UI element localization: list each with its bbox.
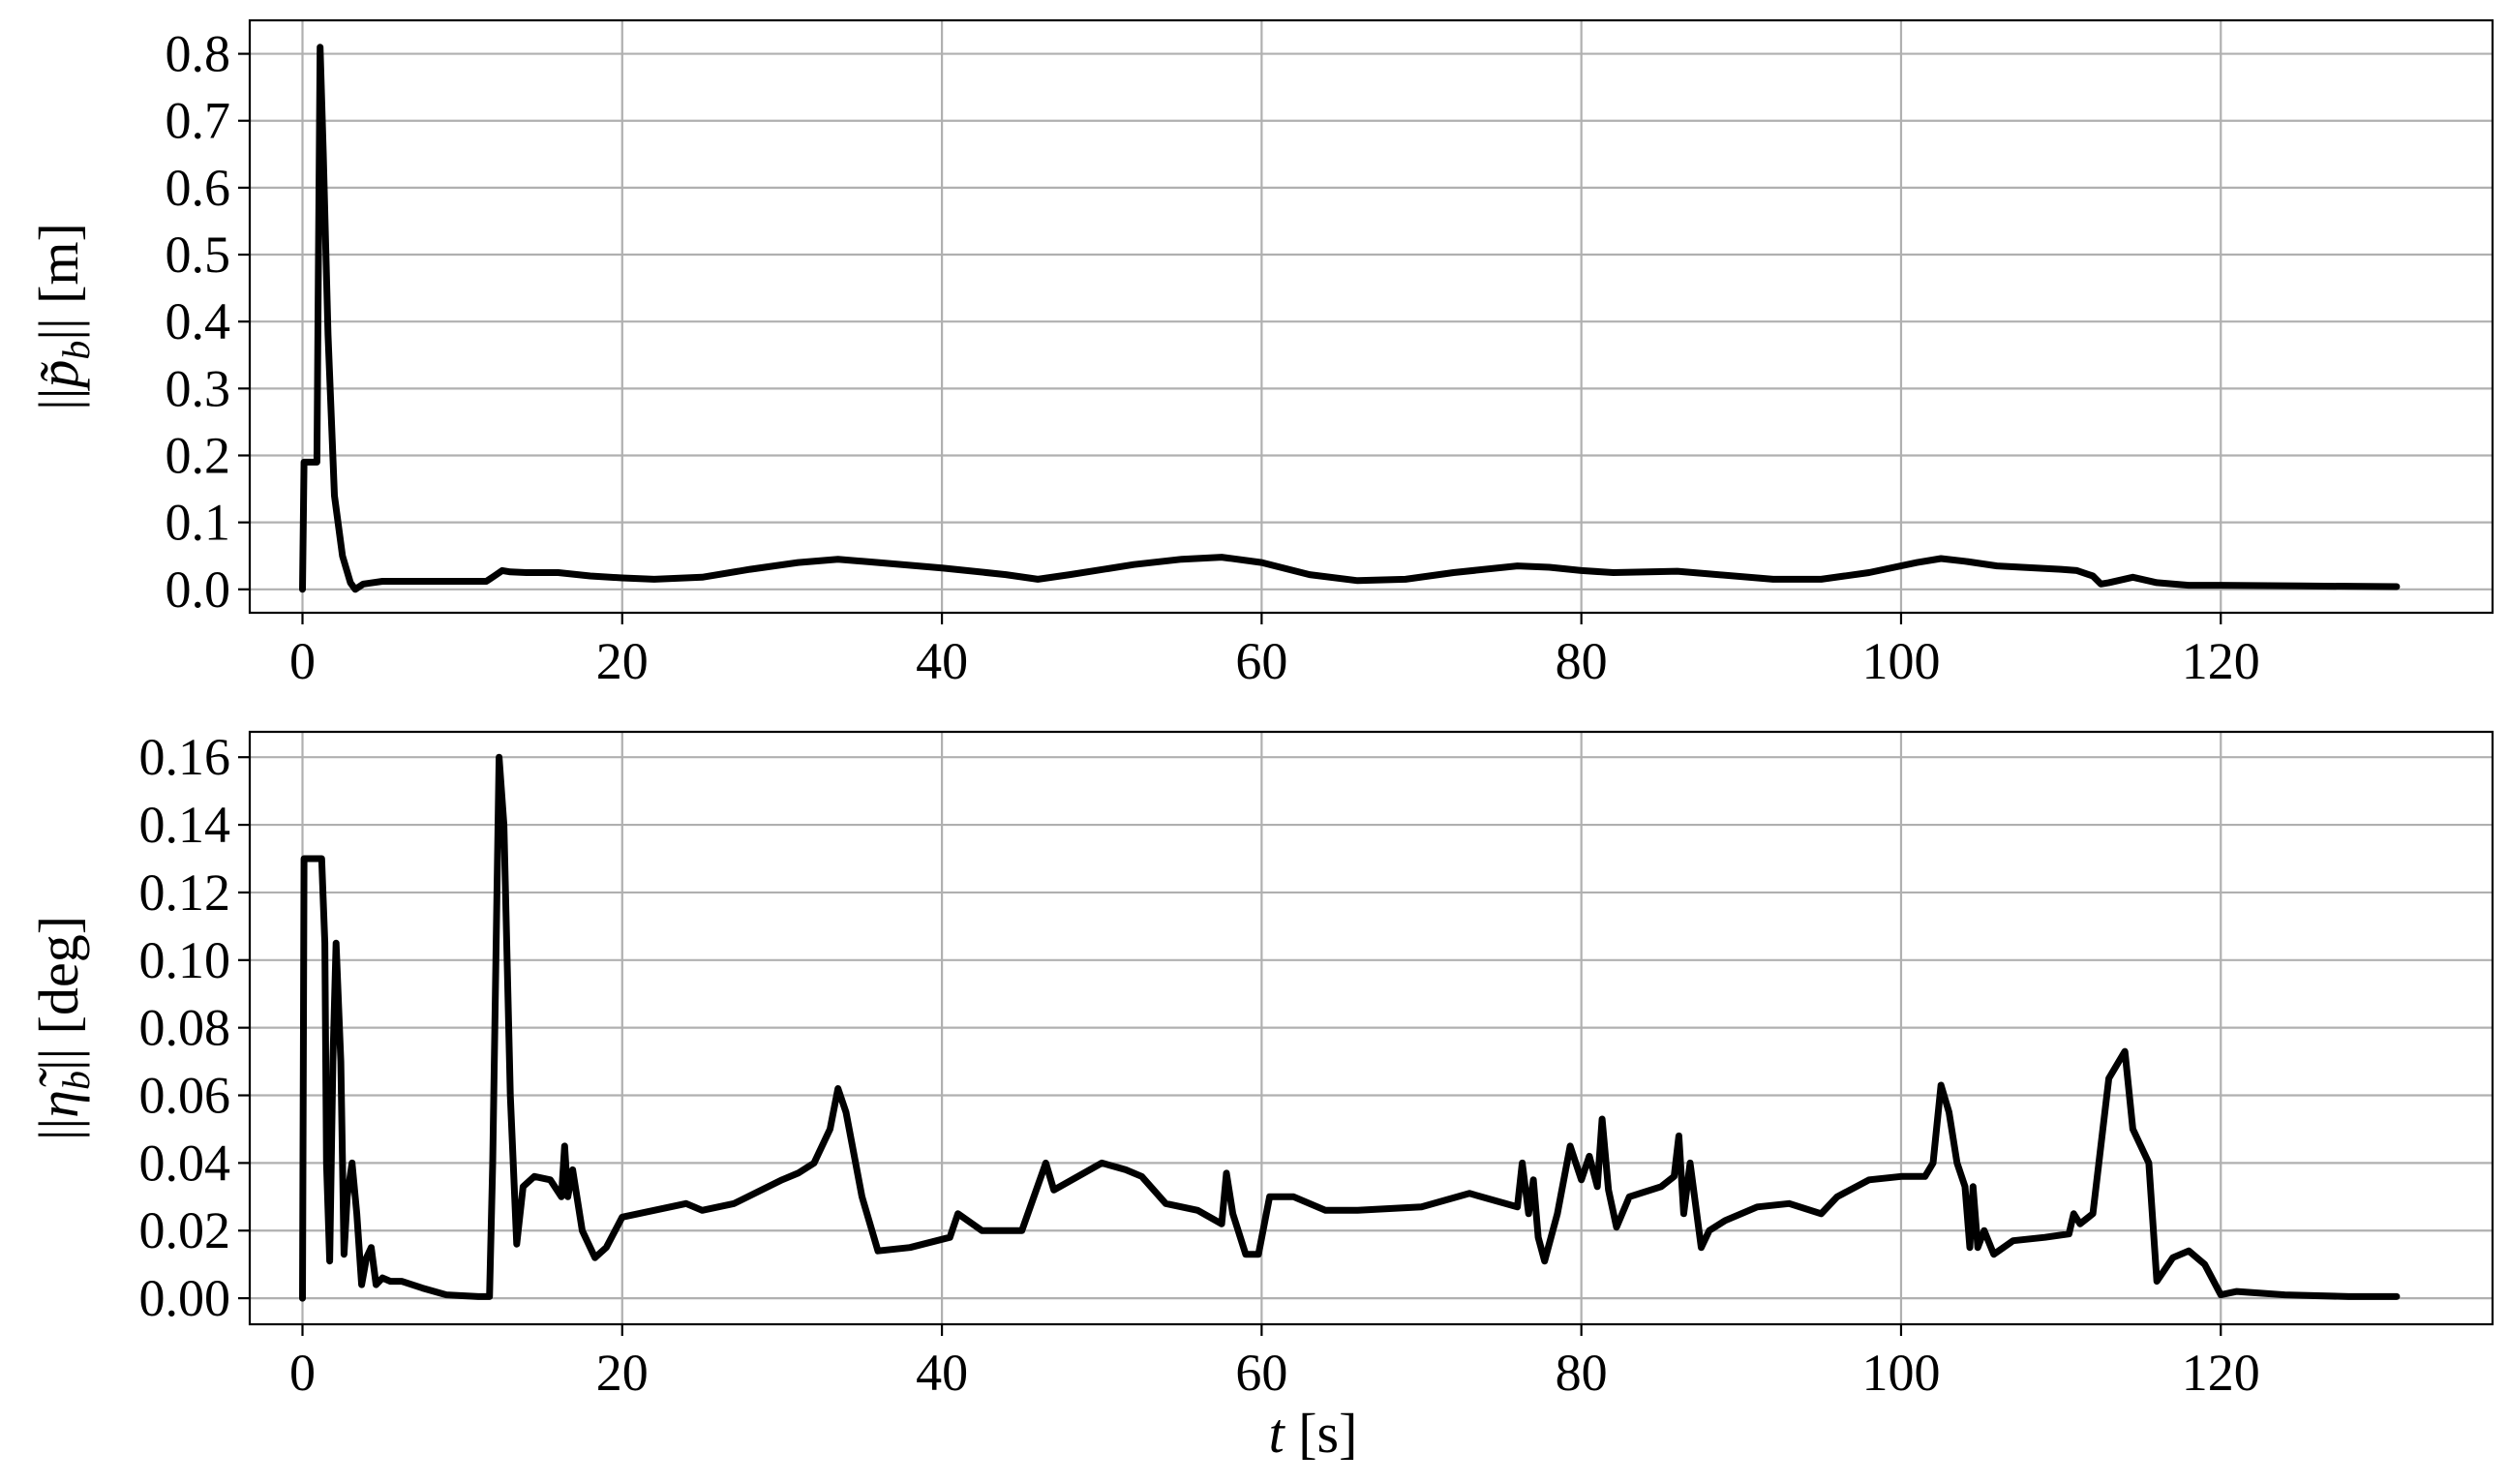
bottom-x-tick-label: 100 xyxy=(1861,1344,1940,1402)
bottom-series-line xyxy=(299,753,2401,1302)
bottom-plot-frame xyxy=(248,730,2494,1326)
bottom-x-tick-label: 20 xyxy=(596,1344,649,1402)
bottom-y-tick-label: 0.10 xyxy=(139,931,231,989)
top-x-tick-label: 60 xyxy=(1235,632,1287,690)
top-y-tick-label: 0.6 xyxy=(166,159,231,217)
bottom-y-tick-label: 0.00 xyxy=(139,1269,231,1327)
bottom-gridlines xyxy=(250,732,2493,1324)
bottom-x-tick-label: 80 xyxy=(1556,1344,1608,1402)
top-y-tick-label: 0.5 xyxy=(166,226,231,284)
bottom-y-axis-label: ||η̃b|| [deg] xyxy=(27,916,98,1140)
top-series-line xyxy=(299,44,2401,593)
bottom-chart-panel: 0 20 40 60 80 100 120 0.00 0.02 0.04 0.06 0.08 0.10… xyxy=(27,728,2494,1465)
top-x-tick-labels: 0 20 40 60 80 100 120 xyxy=(289,632,2260,690)
top-y-tick-label: 0.1 xyxy=(166,494,231,552)
top-tick-marks xyxy=(238,52,2222,624)
bottom-x-tick-label: 40 xyxy=(916,1344,968,1402)
bottom-x-tick-label: 60 xyxy=(1235,1344,1287,1402)
top-x-tick-label: 80 xyxy=(1556,632,1608,690)
bottom-y-tick-label: 0.16 xyxy=(139,728,231,786)
top-x-tick-label: 120 xyxy=(2182,632,2260,690)
bottom-y-tick-label: 0.08 xyxy=(139,999,231,1057)
bottom-x-tick-label: 0 xyxy=(289,1344,316,1402)
top-y-tick-label: 0.2 xyxy=(166,426,231,484)
top-y-tick-label: 0.0 xyxy=(166,560,231,619)
bottom-x-axis-label: t [s] xyxy=(1269,1402,1358,1465)
top-y-tick-labels: 0.0 0.1 0.2 0.3 0.4 0.5 0.6 0.7 0.8 xyxy=(166,25,231,619)
bottom-y-tick-label: 0.14 xyxy=(139,796,231,854)
top-gridlines xyxy=(250,20,2493,613)
top-x-tick-label: 0 xyxy=(289,632,316,690)
top-y-tick-label: 0.4 xyxy=(166,292,231,350)
bottom-x-tick-labels: 0 20 40 60 80 100 120 xyxy=(289,1344,2260,1402)
top-x-tick-label: 100 xyxy=(1861,632,1940,690)
top-y-tick-label: 0.7 xyxy=(166,92,231,150)
bottom-x-tick-label: 120 xyxy=(2182,1344,2260,1402)
top-y-axis-label: ||p̃b|| [m] xyxy=(27,223,98,410)
bottom-y-tick-label: 0.06 xyxy=(139,1067,231,1125)
top-y-tick-label: 0.3 xyxy=(166,359,231,417)
bottom-y-tick-label: 0.02 xyxy=(139,1201,231,1259)
top-chart-panel: 0 20 40 60 80 100 120 0.0 0.1 0.2 0.3 0.4 0.5 0.6 0.7… xyxy=(27,18,2494,690)
bottom-y-tick-labels: 0.00 0.02 0.04 0.06 0.08 0.10 0.12 0.14 0.16 xyxy=(139,728,231,1327)
top-plot-frame xyxy=(248,18,2494,615)
bottom-y-tick-label: 0.04 xyxy=(139,1134,231,1192)
bottom-tick-marks xyxy=(238,756,2222,1336)
top-x-tick-label: 40 xyxy=(916,632,968,690)
top-y-tick-label: 0.8 xyxy=(166,25,231,83)
top-x-tick-label: 20 xyxy=(596,632,649,690)
bottom-y-tick-label: 0.12 xyxy=(139,863,231,922)
